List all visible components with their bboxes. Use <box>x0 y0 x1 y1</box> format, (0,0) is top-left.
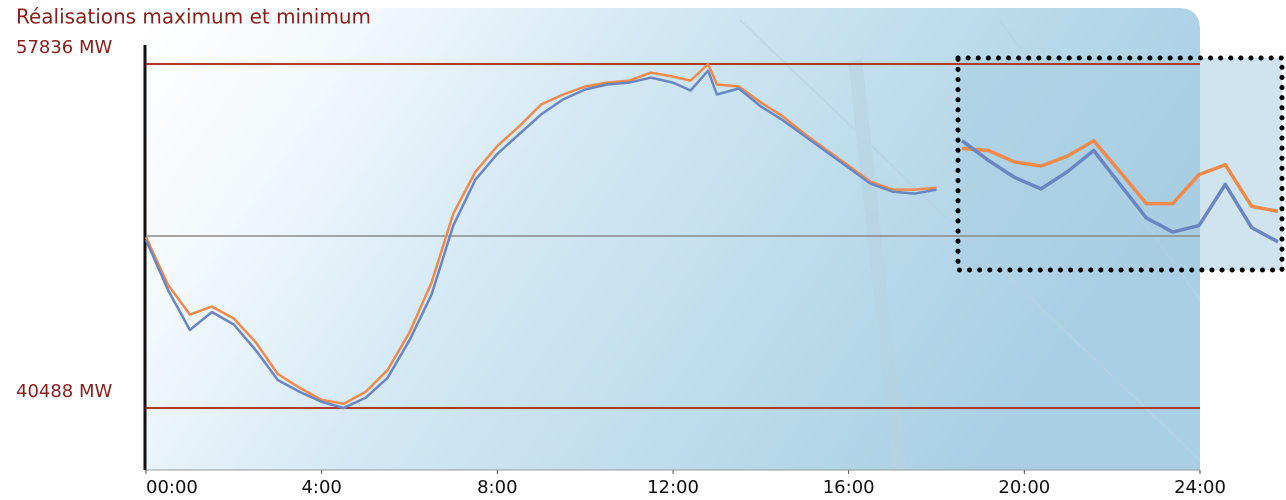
x-tick-label: 20:00 <box>998 477 1050 498</box>
inset-background <box>958 58 1282 270</box>
x-tick-label: 8:00 <box>477 477 517 498</box>
x-tick-label: 12:00 <box>647 477 699 498</box>
chart-title: Réalisations maximum et minimum <box>16 5 371 29</box>
plot-background <box>146 8 1200 470</box>
x-tick-label: 00:00 <box>146 477 198 498</box>
y-tick-label: 40488 MW <box>16 381 113 402</box>
series-line <box>144 62 937 406</box>
series-line <box>961 138 1279 214</box>
x-tick-label: 24:00 <box>1174 477 1226 498</box>
x-tick-label: 16:00 <box>823 477 875 498</box>
y-tick-label: 57836 MW <box>16 37 113 58</box>
x-tick-label: 4:00 <box>301 477 341 498</box>
series-line <box>960 139 1279 244</box>
inset-frame <box>955 55 1285 273</box>
series-line <box>144 69 937 410</box>
